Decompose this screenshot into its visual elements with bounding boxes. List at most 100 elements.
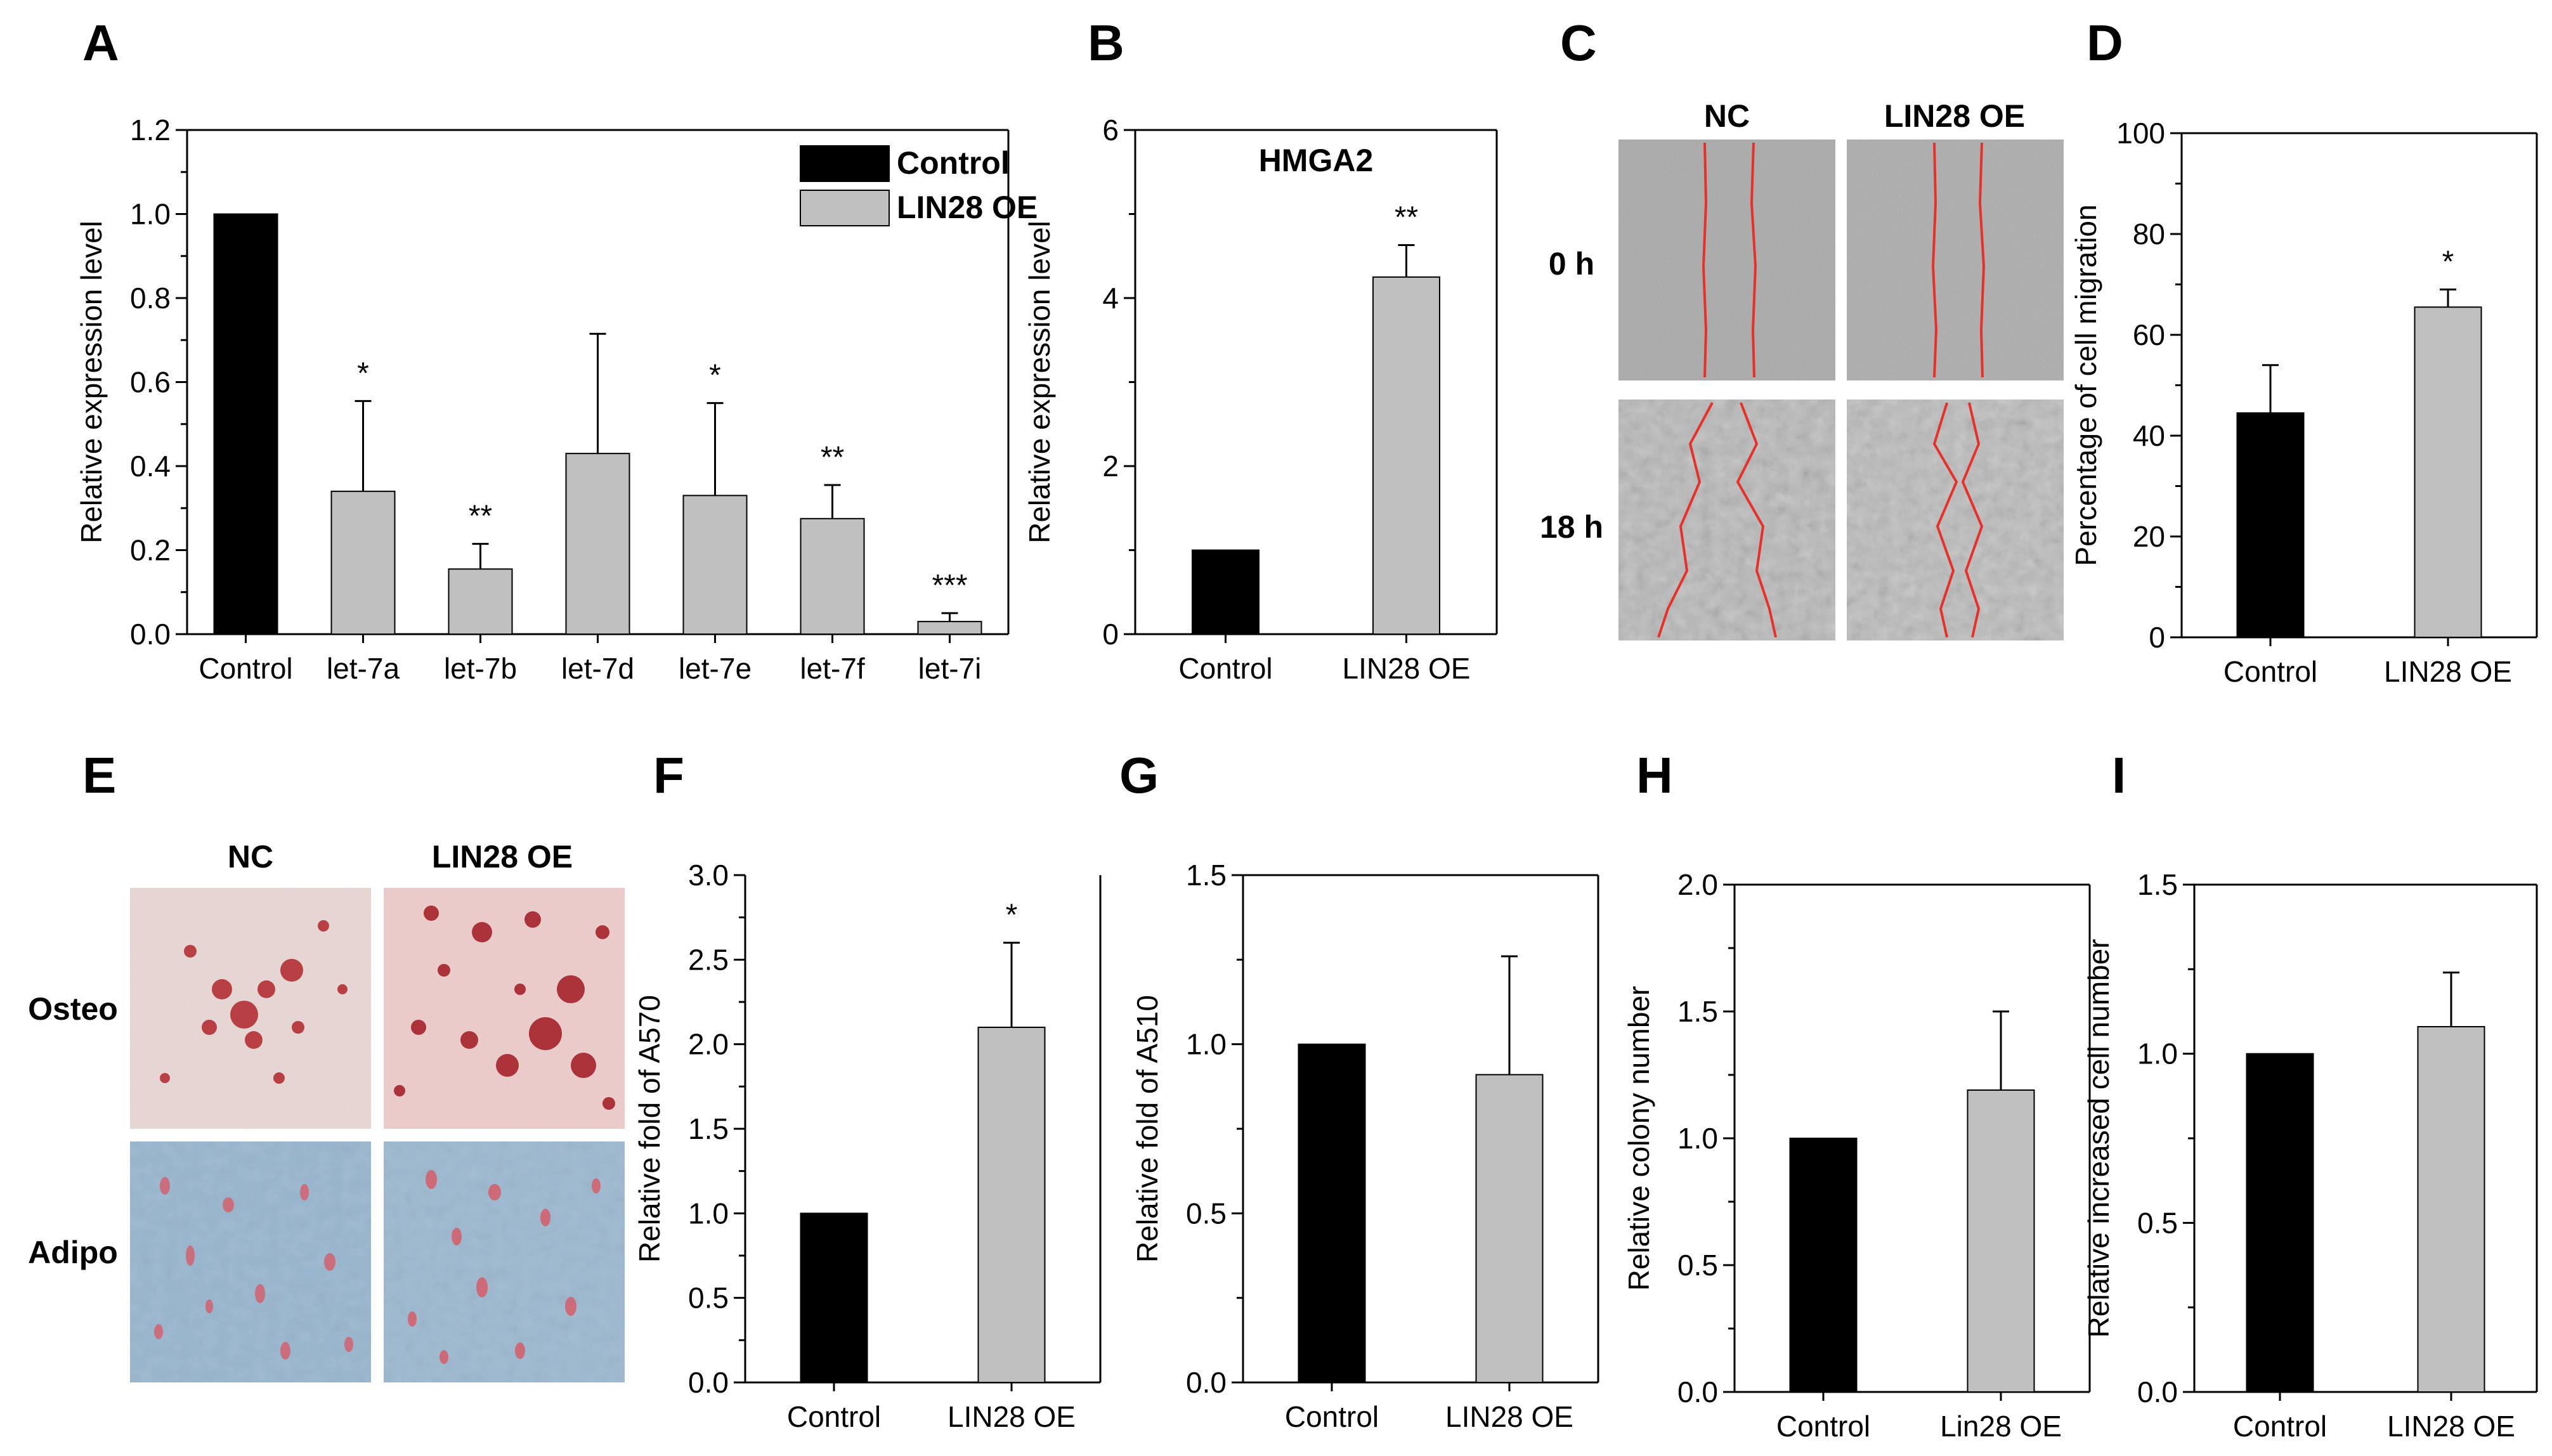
y-tick-label: 100	[2116, 117, 2165, 150]
y-tick-label: 1.5	[2137, 868, 2178, 901]
x-tick-label: let-7d	[561, 652, 634, 685]
c-row-label-0h: 0 h	[1549, 246, 1594, 282]
y-tick-label: 2.0	[1677, 868, 1718, 901]
micrograph-nc-osteo	[130, 888, 371, 1129]
y-tick-label: 2.0	[688, 1028, 729, 1061]
legend-label: Control	[897, 145, 1010, 181]
wound-edge-line	[1978, 142, 1986, 378]
significance-marker: *	[2442, 245, 2454, 278]
chart-i-cell-number: 0.0 0.5 1.0 1.5 Relative increased cell numb…	[2082, 868, 2538, 1443]
y-tick-label: 0.5	[1677, 1249, 1718, 1282]
micrograph-nc-adipo	[130, 1141, 371, 1382]
y-axis-label: Relative fold of A570	[633, 995, 666, 1263]
x-tick-label: Control	[2223, 655, 2317, 688]
y-tick-label: 0.5	[2137, 1206, 2178, 1239]
panel-letter-b: B	[1088, 15, 1124, 71]
x-tick-label: LIN28 OE	[947, 1400, 1076, 1433]
chart-g-a510: 0.0 0.5 1.0 1.5 Relative fold of A510 Control…	[1131, 859, 1599, 1433]
y-axis-label: Relative increased cell number	[2082, 939, 2115, 1338]
bar	[565, 453, 630, 635]
x-tick-label: LIN28 OE	[1343, 652, 1471, 685]
e-header-nc: NC	[228, 839, 273, 874]
legend-swatch	[800, 145, 890, 182]
c-header-lin28: LIN28 OE	[1884, 98, 2025, 134]
legend-label: LIN28 OE	[897, 190, 1038, 225]
y-tick-label: 0.0	[688, 1366, 729, 1399]
x-tick-label: LIN28 OE	[2387, 1410, 2515, 1443]
wound-edge-line	[1931, 142, 1938, 378]
y-tick-label: 0.5	[688, 1282, 729, 1315]
bar	[1475, 1074, 1544, 1383]
chart-h-colony-number: 0.0 0.5 1.0 1.5 2.0 Relative colony number Con…	[1622, 868, 2091, 1443]
x-tick-label: Control	[1776, 1410, 1870, 1443]
y-tick-label: 1.0	[688, 1197, 729, 1230]
x-tick-label: Control	[787, 1400, 881, 1433]
bar	[800, 517, 865, 635]
x-tick-label: Control	[199, 652, 292, 685]
panel-letter-i: I	[2112, 747, 2126, 803]
y-axis-label: Percentage of cell migration	[2069, 204, 2102, 566]
bar	[448, 568, 513, 635]
x-tick-label: LIN28 OE	[1445, 1400, 1573, 1433]
micrograph-lin28-0h	[1847, 140, 2064, 380]
bar	[977, 1027, 1046, 1383]
bar	[1298, 1043, 1366, 1383]
bar	[2246, 1053, 2314, 1393]
wound-edge-line	[1702, 142, 1708, 378]
x-tick-label: Control	[1285, 1400, 1379, 1433]
significance-marker: **	[1395, 201, 1418, 235]
micrograph-lin28-adipo	[384, 1141, 625, 1382]
y-tick-label: 0.0	[1677, 1375, 1718, 1408]
micrograph-nc-0h	[1618, 140, 1835, 380]
x-tick-label: Control	[2233, 1410, 2327, 1443]
y-tick-label: 2	[1102, 450, 1119, 483]
bar	[800, 1212, 868, 1384]
x-tick-label: let-7i	[918, 652, 982, 685]
wound-edge-line	[1961, 402, 1984, 638]
panel-letter-a: A	[82, 15, 119, 71]
chart-b-hmga2-expression: 0 2 4 6 Relative expression level HMGA2 Contro…	[1023, 114, 1498, 685]
bar	[917, 621, 982, 635]
y-tick-label: 0.5	[1186, 1197, 1227, 1230]
bar	[2236, 412, 2305, 638]
chart-title: HMGA2	[1259, 143, 1374, 178]
x-tick-label: Control	[1178, 652, 1272, 685]
y-tick-label: 20	[2133, 520, 2165, 553]
y-tick-label: 1.0	[2137, 1037, 2178, 1070]
x-tick-label: Lin28 OE	[1940, 1410, 2062, 1443]
y-tick-label: 0	[2149, 621, 2165, 654]
bar	[1192, 549, 1260, 635]
y-tick-label: 80	[2133, 218, 2165, 250]
y-tick-label: 3.0	[688, 859, 729, 892]
y-tick-label: 40	[2133, 419, 2165, 452]
chart-a-let7-expression: 0.0 0.2 0.4 0.6 0.8 1.0 1.2 Relative expression…	[75, 114, 1038, 685]
y-tick-label: 1.0	[1186, 1028, 1227, 1061]
significance-marker: ***	[932, 569, 967, 602]
bar	[1372, 276, 1440, 635]
y-tick-label: 0.0	[2137, 1375, 2178, 1408]
c-header-nc: NC	[1704, 98, 1750, 134]
bar	[682, 495, 748, 635]
panel-letter-c: C	[1560, 15, 1597, 71]
micrograph-lin28-osteo	[384, 888, 625, 1129]
panel-letter-f: F	[653, 747, 684, 803]
y-tick-label: 60	[2133, 318, 2165, 351]
chart-f-a570: 0.0 0.5 1.0 1.5 2.0 2.5 3.0 Relative fold of A5…	[633, 859, 1102, 1433]
wound-edge-line	[1750, 142, 1757, 378]
y-tick-label: 0.0	[1186, 1366, 1227, 1399]
y-tick-label: 1.5	[1677, 995, 1718, 1028]
panel-letter-e: E	[82, 747, 116, 803]
chart-d-cell-migration: 0 20 40 60 80 100 Percentage of cell migration…	[2069, 117, 2538, 688]
y-tick-label: 0.4	[130, 450, 171, 483]
y-tick-label: 1.5	[688, 1112, 729, 1145]
e-header-lin28: LIN28 OE	[432, 839, 573, 874]
y-tick-label: 4	[1102, 282, 1119, 315]
y-tick-label: 1.5	[1186, 859, 1227, 892]
panel-c-wound-healing: NC LIN28 OE 0 h 18 h	[1540, 98, 2064, 640]
y-axis-label: Relative expression level	[1023, 221, 1056, 543]
panel-letter-d: D	[2087, 15, 2123, 71]
y-tick-label: 1.0	[1677, 1122, 1718, 1155]
c-row-label-18h: 18 h	[1540, 509, 1603, 545]
y-tick-label: 1.2	[130, 114, 171, 146]
